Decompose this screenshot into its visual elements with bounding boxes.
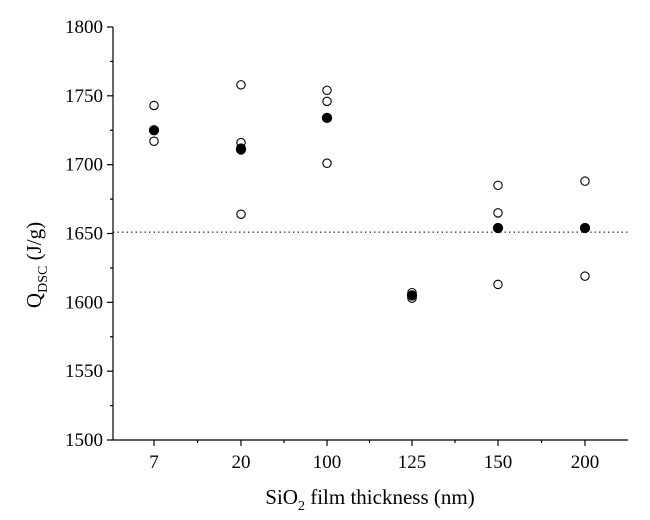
mean-point <box>148 125 160 136</box>
mean-point <box>406 290 418 301</box>
x-tick-label: 125 <box>398 452 427 473</box>
sample-point <box>493 279 503 290</box>
x-axis-title-subscript: 2 <box>298 499 305 514</box>
x-tick-label: 200 <box>571 452 600 473</box>
x-tick-label: 20 <box>232 452 251 473</box>
y-axis-title-subscript: DSC <box>36 266 51 293</box>
y-axis-title: QDSC (J/g) <box>22 222 51 308</box>
sample-point <box>493 180 503 191</box>
sample-point <box>580 176 590 186</box>
y-tick-label: 1500 <box>65 430 103 451</box>
y-tick-label: 1600 <box>65 292 103 313</box>
sample-point <box>580 271 590 281</box>
x-axis-title: SiO2 film thickness (nm) <box>265 485 474 514</box>
y-tick-label: 1650 <box>65 224 103 245</box>
sample-point <box>149 100 159 111</box>
x-axis-title-rest: film thickness (nm) <box>305 485 475 509</box>
sample-point <box>493 208 503 218</box>
sample-point <box>149 136 159 147</box>
y-tick-label: 1800 <box>65 17 103 38</box>
mean-point <box>235 144 247 155</box>
y-axis-title-main: Q <box>22 293 46 308</box>
mean-point <box>321 112 333 124</box>
x-axis-title-main: SiO <box>265 485 298 509</box>
mean-point <box>492 222 504 234</box>
sample-point <box>236 209 246 219</box>
sample-point <box>322 85 332 96</box>
y-tick-label: 1700 <box>65 155 103 176</box>
sample-point <box>236 80 246 90</box>
data-points <box>148 80 591 303</box>
y-tick-label: 1550 <box>65 361 103 382</box>
x-tick-label: 7 <box>149 452 159 473</box>
y-tick-label: 1750 <box>65 86 103 107</box>
x-tick-label: 100 <box>313 452 342 473</box>
mean-point <box>579 222 591 234</box>
y-axis-title-unit: (J/g) <box>22 222 46 266</box>
sample-point <box>322 96 332 107</box>
axes: 1500 1550 1600 1650 1700 1750 1800 7 20 100 125 150… <box>65 17 628 473</box>
sample-point <box>322 158 332 169</box>
x-tick-label: 150 <box>484 452 513 473</box>
